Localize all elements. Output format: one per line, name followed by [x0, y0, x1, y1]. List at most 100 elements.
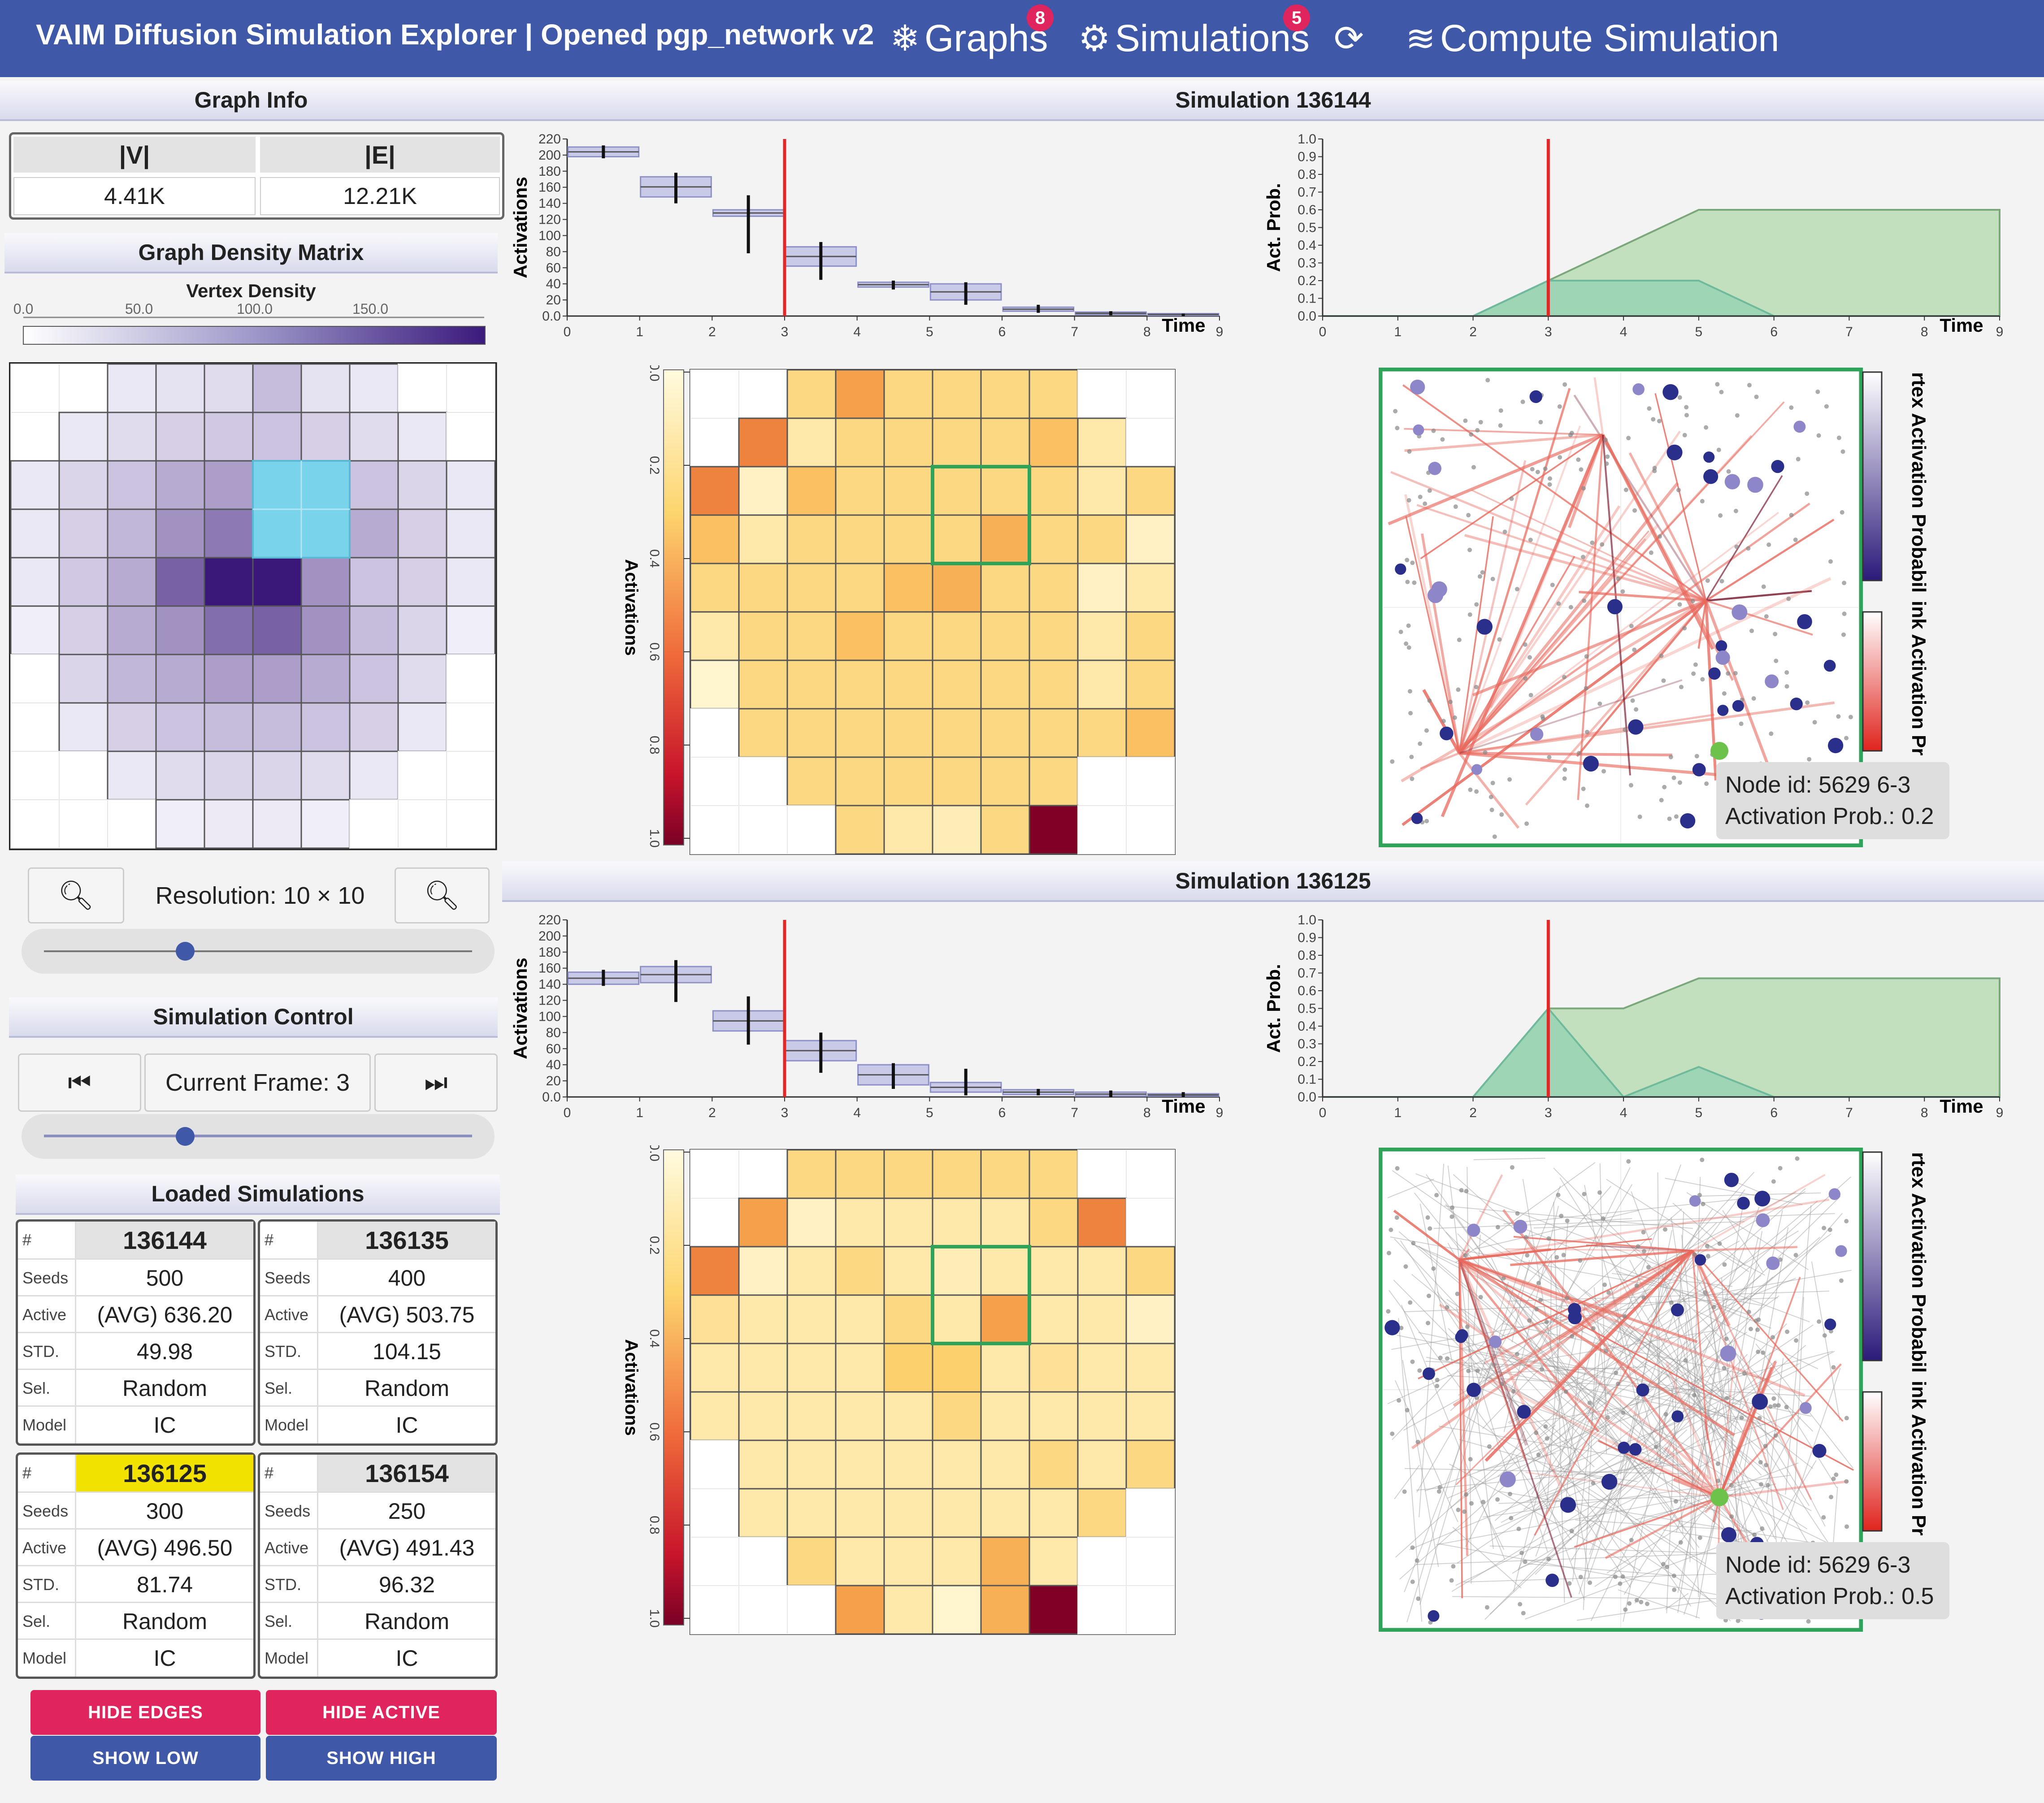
- network-node[interactable]: [1510, 1165, 1515, 1170]
- network-node[interactable]: [1518, 1602, 1523, 1607]
- heatmap-cell[interactable]: [1029, 369, 1079, 419]
- network-node[interactable]: [1581, 786, 1586, 791]
- heatmap-cell[interactable]: [786, 563, 837, 613]
- network-node[interactable]: [1789, 405, 1794, 410]
- heatmap-cell[interactable]: [1029, 756, 1079, 806]
- network-node[interactable]: [1700, 677, 1705, 682]
- network-node[interactable]: [1474, 789, 1479, 794]
- network-node[interactable]: [1719, 390, 1724, 394]
- network-node[interactable]: [1822, 1333, 1827, 1338]
- heatmap-cell[interactable]: [690, 369, 739, 419]
- density-cell[interactable]: [446, 557, 496, 607]
- last-frame-button[interactable]: ⏭: [374, 1053, 498, 1112]
- network-node[interactable]: [1428, 1226, 1432, 1231]
- heatmap-cell[interactable]: [738, 1439, 788, 1490]
- network-node[interactable]: [1441, 719, 1446, 724]
- frame-slider-thumb[interactable]: [176, 1127, 195, 1146]
- heatmap-cell[interactable]: [980, 466, 1030, 516]
- heatmap-cell[interactable]: [932, 369, 982, 419]
- network-node[interactable]: [1761, 1350, 1766, 1355]
- network-node[interactable]: [1395, 425, 1400, 430]
- network-node[interactable]: [1489, 807, 1494, 812]
- active-node[interactable]: [1629, 1443, 1642, 1456]
- heatmap-cell[interactable]: [1077, 757, 1127, 806]
- network-node[interactable]: [1415, 1558, 1419, 1563]
- heatmap-cell[interactable]: [1126, 1585, 1175, 1634]
- heatmap-cell[interactable]: [690, 611, 740, 661]
- network-node[interactable]: [1463, 1253, 1468, 1258]
- network-node[interactable]: [1435, 1383, 1440, 1388]
- density-cell[interactable]: [252, 654, 302, 704]
- heatmap-cell[interactable]: [786, 514, 837, 564]
- network-node[interactable]: [1597, 1190, 1602, 1195]
- heatmap-cell[interactable]: [1077, 1246, 1127, 1296]
- density-cell[interactable]: [446, 702, 495, 752]
- heatmap-cell[interactable]: [786, 369, 837, 419]
- network-node[interactable]: [1445, 1356, 1449, 1361]
- density-cell[interactable]: [397, 557, 447, 607]
- network-node[interactable]: [1562, 675, 1567, 680]
- heatmap-cell[interactable]: [1077, 514, 1127, 564]
- heatmap-cell[interactable]: [835, 563, 885, 613]
- network-node[interactable]: [1776, 1403, 1781, 1408]
- network-node[interactable]: [1796, 457, 1801, 462]
- network-node[interactable]: [1465, 1324, 1470, 1329]
- network-node[interactable]: [1409, 754, 1414, 759]
- active-node[interactable]: [1703, 451, 1715, 463]
- network-node[interactable]: [1495, 1497, 1500, 1502]
- network-node[interactable]: [1408, 711, 1413, 715]
- network-node[interactable]: [1480, 570, 1485, 575]
- network-node[interactable]: [1445, 1305, 1449, 1310]
- active-node[interactable]: [1560, 1497, 1576, 1513]
- network-node[interactable]: [1829, 1495, 1834, 1500]
- heatmap-cell[interactable]: [883, 805, 933, 855]
- heatmap-cell[interactable]: [1029, 1197, 1079, 1248]
- heatmap-cell[interactable]: [835, 1488, 885, 1538]
- heatmap-cell[interactable]: [690, 659, 740, 710]
- network-node[interactable]: [1697, 1535, 1702, 1540]
- density-cell[interactable]: [300, 412, 351, 462]
- network-node[interactable]: [1418, 741, 1423, 746]
- network-node[interactable]: [1415, 1439, 1420, 1444]
- active-node[interactable]: [1467, 1383, 1481, 1397]
- density-cell[interactable]: [155, 702, 205, 752]
- network-node[interactable]: [1425, 1215, 1430, 1220]
- network-node[interactable]: [1718, 513, 1723, 518]
- network-node[interactable]: [1715, 382, 1720, 387]
- active-node[interactable]: [1517, 1404, 1531, 1419]
- heatmap-cell[interactable]: [690, 1537, 739, 1586]
- network-node[interactable]: [1410, 560, 1415, 565]
- density-cell[interactable]: [446, 508, 496, 559]
- density-cell[interactable]: [204, 605, 254, 655]
- network-node[interactable]: [1424, 819, 1429, 823]
- heatmap-cell[interactable]: [786, 1197, 837, 1248]
- network-node[interactable]: [1534, 1430, 1539, 1435]
- heatmap-cell[interactable]: [738, 417, 788, 468]
- heatmap-cell[interactable]: [1029, 1294, 1079, 1344]
- heatmap-cell[interactable]: [738, 708, 788, 758]
- network-node[interactable]: [1793, 1253, 1798, 1257]
- density-cell[interactable]: [58, 605, 108, 655]
- network-node[interactable]: [1485, 378, 1490, 383]
- network-node[interactable]: [1394, 1215, 1399, 1220]
- active-node[interactable]: [1662, 384, 1679, 400]
- network-node[interactable]: [1508, 1491, 1512, 1496]
- active-node[interactable]: [1724, 1173, 1739, 1188]
- network-node[interactable]: [1646, 1265, 1651, 1270]
- density-cell[interactable]: [107, 508, 157, 559]
- network-node[interactable]: [1824, 404, 1829, 409]
- network-node[interactable]: [1690, 598, 1695, 603]
- network-node[interactable]: [1677, 602, 1682, 607]
- network-node[interactable]: [1641, 1249, 1646, 1254]
- active-node[interactable]: [1771, 460, 1784, 473]
- network-node[interactable]: [1667, 816, 1672, 821]
- active-node[interactable]: [1671, 1410, 1684, 1422]
- network-node[interactable]: [1692, 1252, 1697, 1257]
- network-node[interactable]: [1839, 1278, 1844, 1283]
- network-node[interactable]: [1719, 579, 1724, 584]
- network-node[interactable]: [1760, 1526, 1765, 1531]
- network-node[interactable]: [1771, 1179, 1776, 1184]
- frame-slider[interactable]: [22, 1114, 495, 1159]
- heatmap-cell[interactable]: [786, 1391, 837, 1441]
- density-cell[interactable]: [252, 557, 302, 607]
